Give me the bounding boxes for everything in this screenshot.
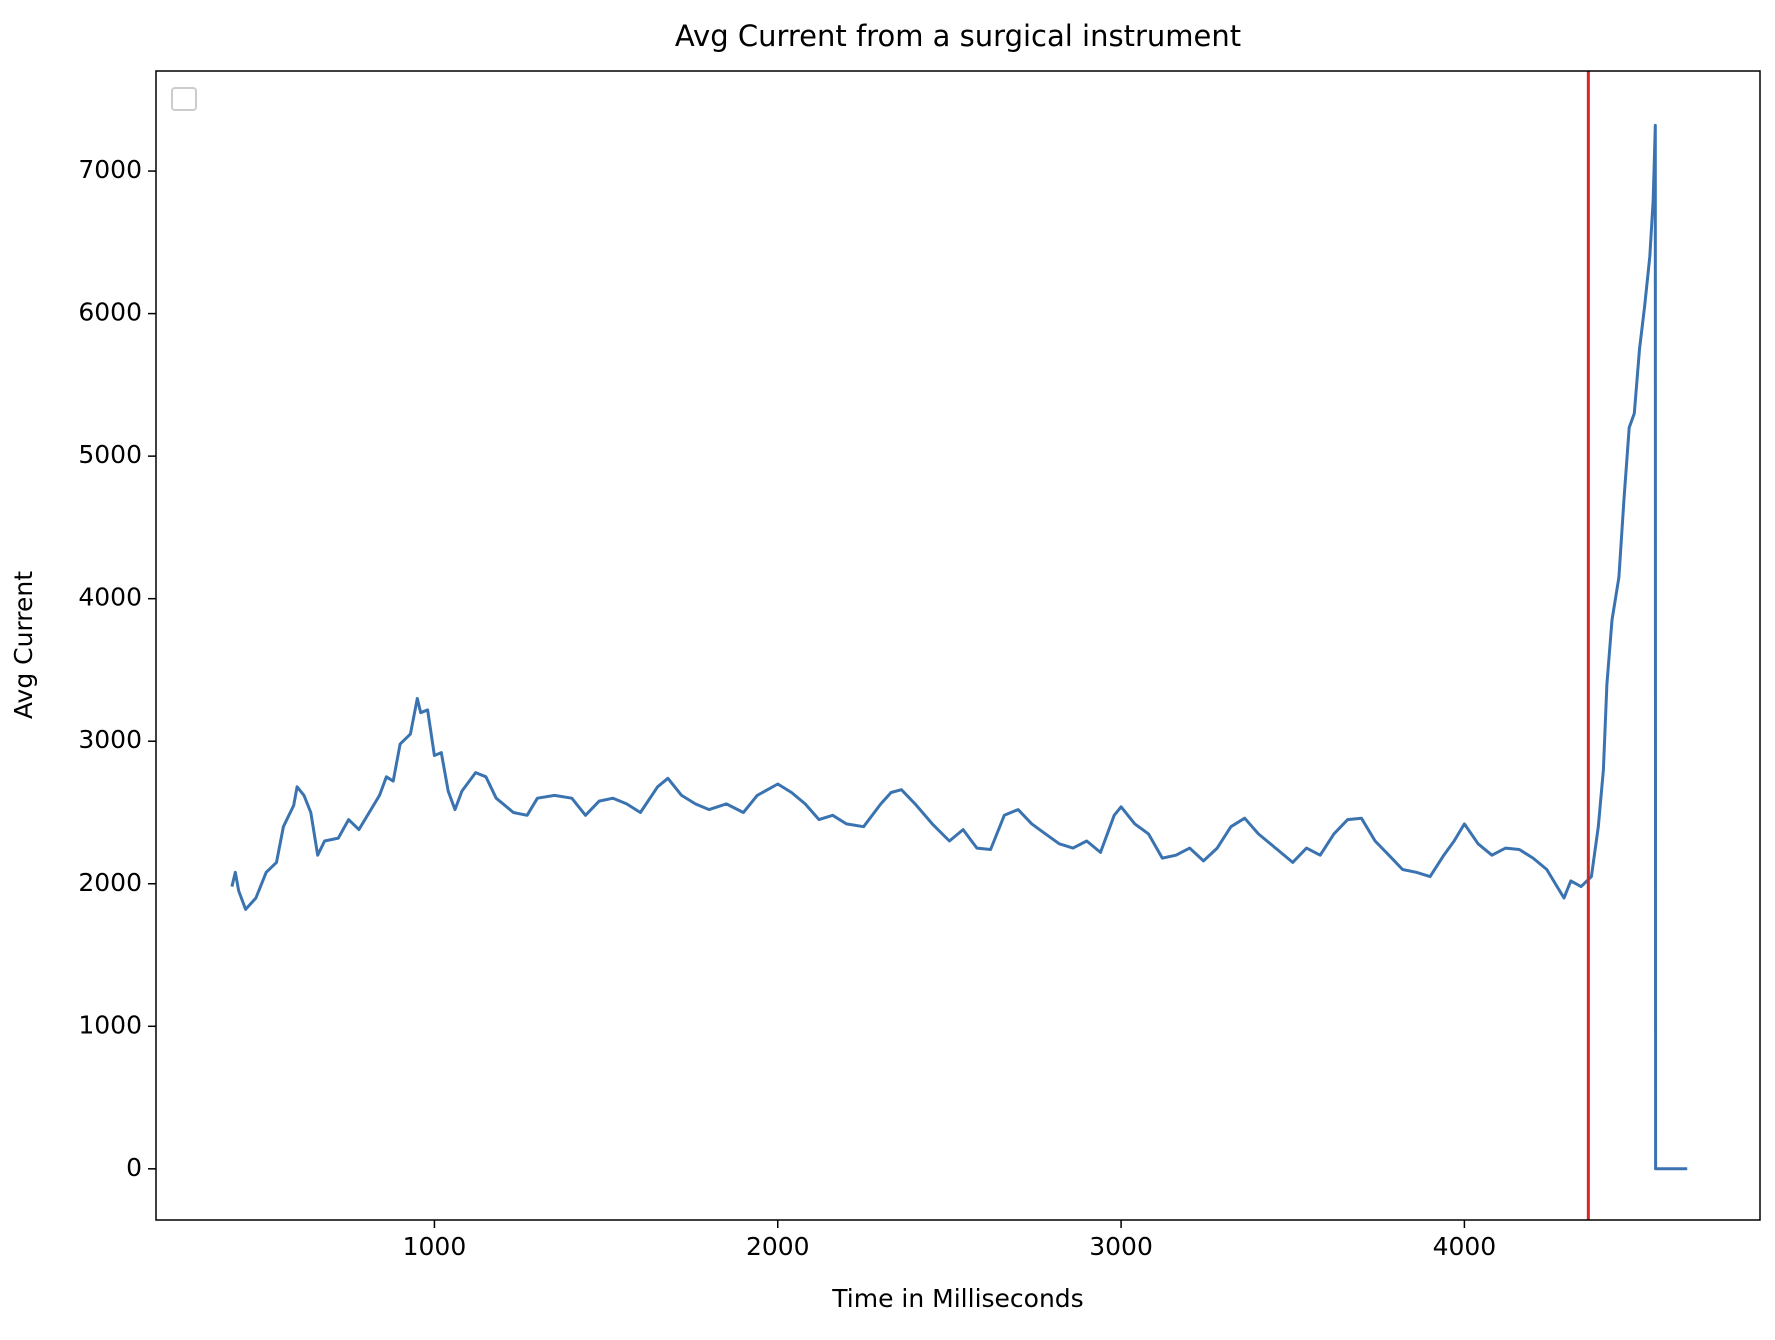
y-tick-label: 1000 — [78, 1010, 142, 1039]
legend-box — [171, 87, 197, 111]
y-tick-label: 0 — [126, 1153, 142, 1182]
y-tick-label: 3000 — [78, 725, 142, 754]
y-tick-label: 4000 — [78, 583, 142, 612]
y-axis-label: Avg Current — [9, 571, 38, 719]
data-line — [230, 123, 1688, 1171]
y-tick-label: 6000 — [78, 298, 142, 327]
x-tick-label: 1000 — [403, 1232, 467, 1261]
y-tick-label: 5000 — [78, 440, 142, 469]
x-axis-label: Time in Milliseconds — [831, 1284, 1083, 1313]
chart-title: Avg Current from a surgical instrument — [675, 19, 1241, 53]
x-tick-label: 3000 — [1089, 1232, 1153, 1261]
y-tick-label: 2000 — [78, 868, 142, 897]
x-tick-label: 4000 — [1433, 1232, 1497, 1261]
y-tick-label: 7000 — [78, 155, 142, 184]
x-tick-label: 2000 — [746, 1232, 810, 1261]
plot-frame — [155, 70, 1761, 1221]
